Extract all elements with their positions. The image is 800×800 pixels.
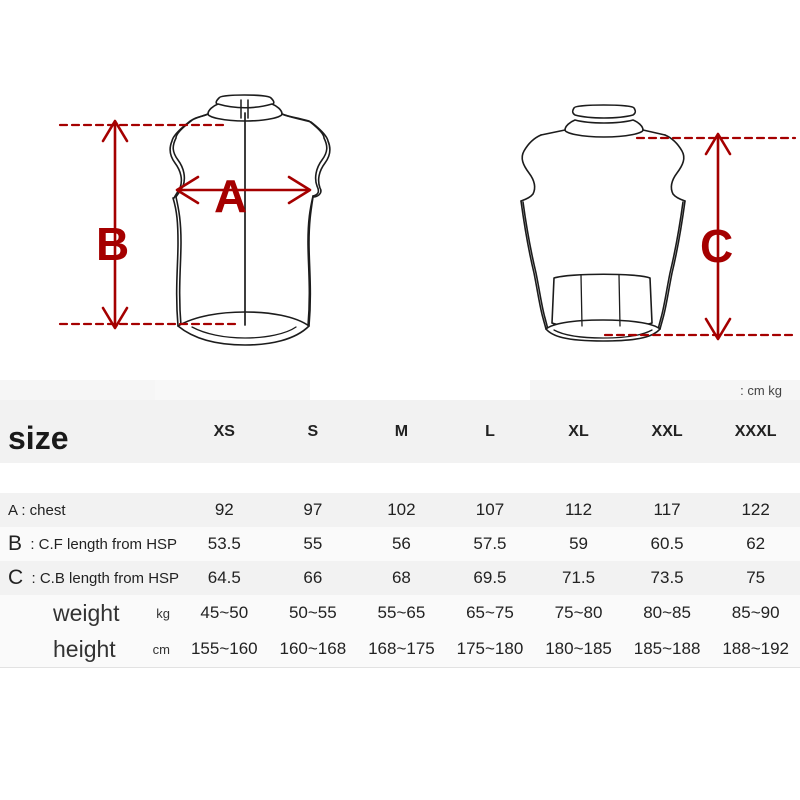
svg-text:C: C (700, 220, 733, 272)
svg-text:B: B (96, 218, 129, 270)
svg-text:A: A (214, 170, 247, 222)
